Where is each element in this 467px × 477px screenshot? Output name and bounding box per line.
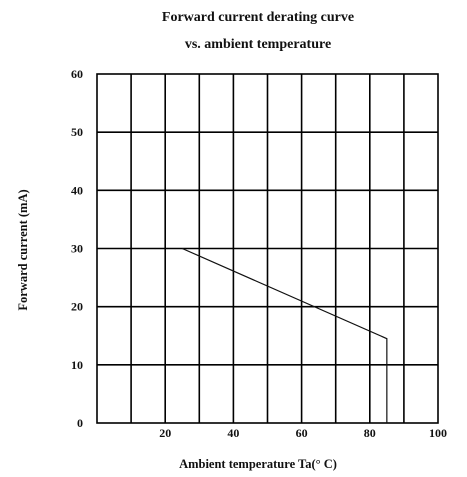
- series-layer: [182, 247, 388, 423]
- y-tick-label: 20: [71, 300, 83, 314]
- y-axis-label: Forward current (mA): [16, 189, 30, 310]
- y-tick-label: 10: [71, 358, 83, 372]
- y-tick-labels: 0 10 20 30 40 50 60: [71, 67, 83, 430]
- x-tick-label: 60: [296, 426, 308, 440]
- y-tick-label: 60: [71, 67, 83, 81]
- y-tick-label: 30: [71, 242, 83, 256]
- x-axis-label: Ambient temperature Ta(° C): [179, 457, 337, 471]
- y-tick-label: 50: [71, 125, 83, 139]
- x-tick-label: 20: [159, 426, 171, 440]
- grid: [97, 74, 438, 423]
- y-tick-label: 40: [71, 183, 83, 197]
- chart-subtitle: vs. ambient temperature: [185, 37, 331, 52]
- x-tick-labels: 20 40 60 80 100: [159, 426, 447, 440]
- chart-title: Forward current derating curve: [162, 10, 354, 25]
- plot-frame: [96, 73, 439, 424]
- x-tick-label: 80: [364, 426, 376, 440]
- x-tick-label: 40: [227, 426, 239, 440]
- y-tick-label: 0: [77, 416, 83, 430]
- x-tick-label: 100: [429, 426, 447, 440]
- derating-curve-line: [182, 247, 388, 423]
